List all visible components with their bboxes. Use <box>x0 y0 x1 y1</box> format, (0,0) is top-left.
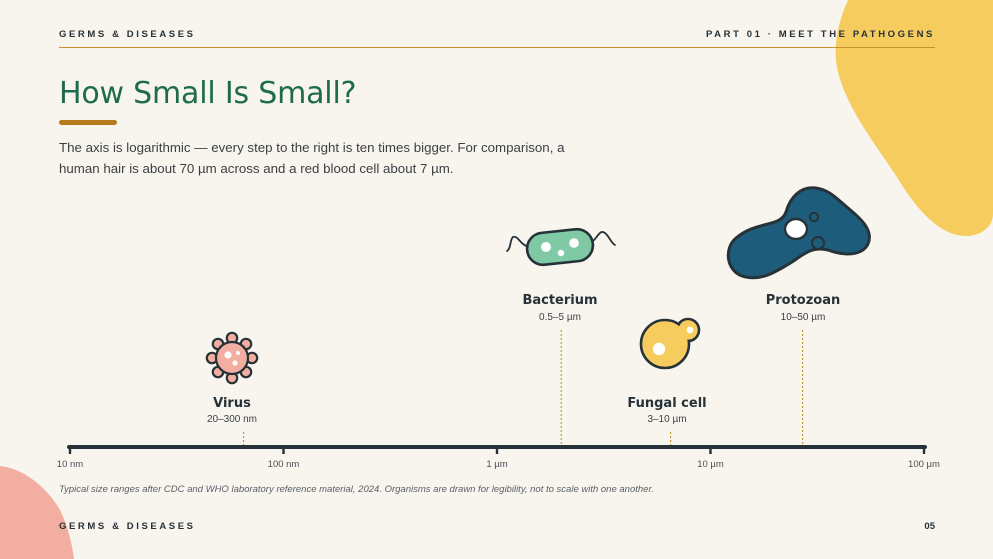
title-underline <box>59 120 117 125</box>
leader-lines <box>242 330 804 445</box>
section-label: PART 01 · MEET THE PATHOGENS <box>705 29 935 40</box>
fungal-cell-range: 3–10 µm <box>647 414 687 425</box>
virus-range: 20–300 nm <box>206 414 258 425</box>
axis-ticks <box>68 446 926 454</box>
page-number: 05 <box>924 521 935 532</box>
axis-tick-label: 100 µm <box>908 459 940 470</box>
protozoan-icon <box>726 186 871 280</box>
header-bar: GERMS & DISEASES PART 01 · MEET THE PATH… <box>59 29 935 48</box>
source-note: Typical size ranges after CDC and WHO la… <box>59 484 654 495</box>
bacterium-range: 0.5–5 µm <box>539 312 581 323</box>
bacterium-name: Bacterium <box>522 293 598 308</box>
virus-icon <box>205 331 259 385</box>
protozoan-name: Protozoan <box>765 293 841 308</box>
axis-tick-label: 10 µm <box>697 459 724 470</box>
axis-tick-label: 1 µm <box>486 459 508 470</box>
blob-top-right <box>835 0 993 236</box>
page-title: How Small Is Small? <box>59 76 357 111</box>
virus-name: Virus <box>213 396 251 411</box>
fungal-cell-name: Fungal cell <box>627 396 707 411</box>
axis-tick-label: 10 nm <box>56 459 84 470</box>
axis-tick-label: 100 nm <box>267 459 300 470</box>
intro-text: The axis is logarithmic — every step to … <box>59 140 565 176</box>
blob-bottom-left <box>0 466 74 559</box>
protozoan-range: 10–50 µm <box>780 312 826 323</box>
bacterium-icon <box>506 227 616 267</box>
fungal-cell-icon <box>639 317 701 370</box>
footer-series-label: GERMS & DISEASES <box>59 521 196 532</box>
series-label: GERMS & DISEASES <box>59 29 196 40</box>
